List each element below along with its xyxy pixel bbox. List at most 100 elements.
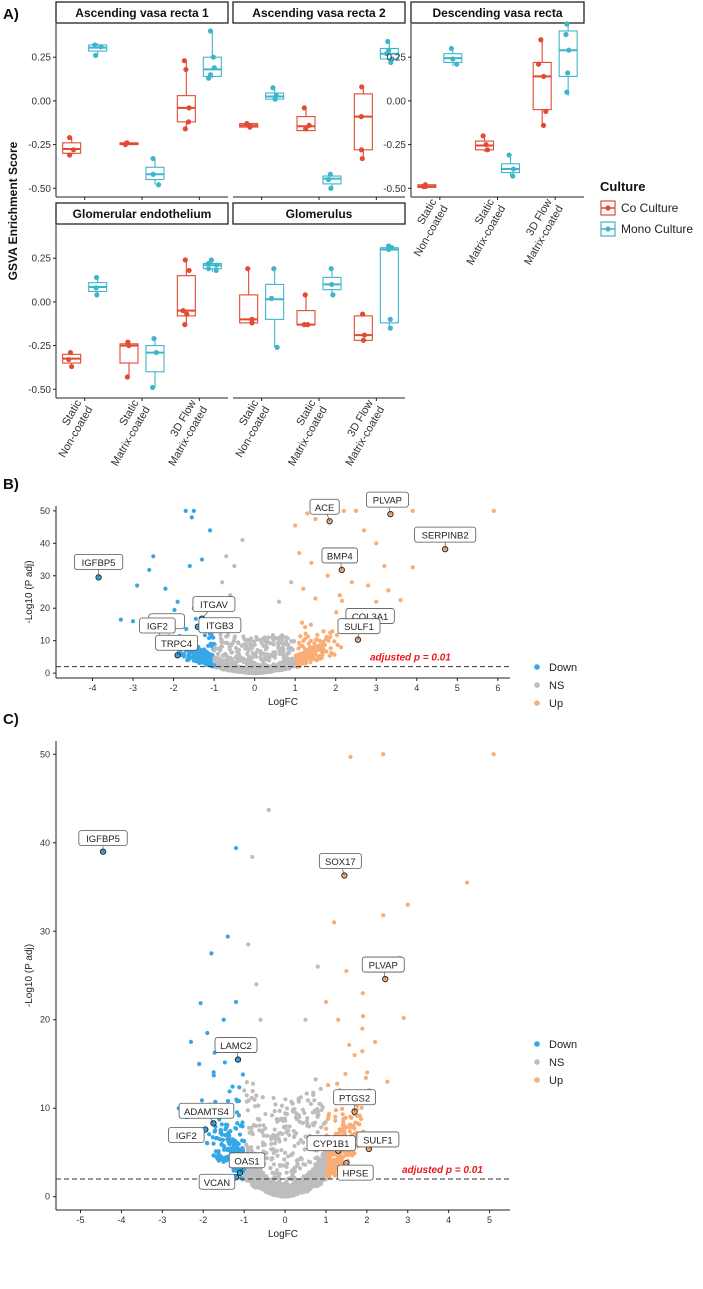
volcano-point xyxy=(285,636,290,641)
volcano-point xyxy=(213,1128,218,1133)
volcano-point xyxy=(274,1168,280,1173)
volcano-point xyxy=(269,1147,274,1152)
data-point xyxy=(448,45,454,52)
volcano-point xyxy=(339,1106,345,1112)
data-point xyxy=(541,73,547,80)
volcano-point xyxy=(335,642,340,647)
volcano-point xyxy=(305,511,310,516)
data-point xyxy=(93,52,99,59)
volcano-point xyxy=(326,1111,332,1116)
volcano-point xyxy=(272,1109,277,1114)
data-point xyxy=(327,171,333,177)
volcano-point xyxy=(196,650,201,655)
data-point xyxy=(98,44,104,50)
x-tick-label: 3D FlowMatrix-coated xyxy=(332,398,387,468)
volcano-point xyxy=(280,642,286,647)
volcano-point xyxy=(231,638,237,644)
data-point xyxy=(361,332,368,338)
data-point xyxy=(249,320,255,326)
data-point xyxy=(67,349,74,356)
data-point xyxy=(270,85,276,91)
box-body xyxy=(379,247,399,324)
data-point xyxy=(303,126,309,132)
volcano-point xyxy=(284,1161,290,1166)
volcano-point xyxy=(118,617,123,622)
volcano-point xyxy=(183,508,188,513)
volcano-point xyxy=(328,646,333,651)
box-body xyxy=(322,175,342,185)
volcano-point xyxy=(257,1123,262,1128)
volcano-point xyxy=(284,1106,290,1111)
volcano-point xyxy=(296,646,301,651)
data-point xyxy=(205,266,212,272)
volcano-point xyxy=(248,1145,254,1150)
data-point xyxy=(328,185,334,191)
volcano-point xyxy=(308,654,313,660)
volcano-point xyxy=(248,657,253,662)
data-point xyxy=(153,349,159,356)
volcano-point xyxy=(207,528,213,533)
y-tick-label: 0 xyxy=(45,668,50,678)
legend-key-dot xyxy=(605,205,611,211)
volcano-point xyxy=(382,563,387,569)
volcano-point xyxy=(223,1122,229,1127)
volcano-point xyxy=(266,635,271,640)
volcano-point xyxy=(263,647,268,652)
volcano-point xyxy=(374,541,379,546)
volcano-point xyxy=(281,664,286,669)
volcano-point xyxy=(241,642,247,647)
data-point xyxy=(150,155,156,162)
data-point xyxy=(480,133,486,139)
volcano-point xyxy=(261,1133,266,1138)
volcano-point xyxy=(200,658,205,664)
volcano-point xyxy=(207,652,212,657)
volcano-point xyxy=(225,661,231,667)
data-point xyxy=(386,246,392,253)
volcano-point xyxy=(233,645,238,651)
data-point xyxy=(182,257,188,263)
facet-title: Glomerulus xyxy=(286,207,353,221)
volcano-point xyxy=(296,1096,301,1101)
volcano-point xyxy=(240,1072,245,1077)
volcano-point xyxy=(314,637,319,642)
y-tick-label: -0.25 xyxy=(28,140,51,151)
volcano-point xyxy=(258,655,263,660)
volcano-point xyxy=(296,1099,301,1104)
y-tick-label: -0.50 xyxy=(28,184,51,195)
data-point xyxy=(387,316,393,322)
volcano-point xyxy=(202,633,208,638)
x-tick-label: StaticNon-coated xyxy=(401,197,451,259)
volcano-point xyxy=(220,653,226,658)
volcano-point xyxy=(255,637,260,642)
box-body xyxy=(296,310,316,326)
volcano-point xyxy=(302,1110,307,1116)
data-point xyxy=(185,119,192,125)
volcano-point xyxy=(268,665,273,670)
volcano-point xyxy=(265,640,270,645)
data-point xyxy=(510,173,516,179)
data-point xyxy=(359,84,365,90)
data-point xyxy=(92,42,98,48)
volcano-point xyxy=(302,652,307,657)
volcano-point xyxy=(163,586,168,591)
volcano-point xyxy=(298,634,303,639)
y-tick-label: 40 xyxy=(40,538,50,548)
data-point xyxy=(305,322,311,328)
data-point xyxy=(186,267,192,274)
volcano-point xyxy=(278,649,284,655)
volcano-point xyxy=(374,599,379,604)
volcano-point xyxy=(255,1145,261,1150)
data-point xyxy=(540,122,547,128)
volcano-point xyxy=(274,1148,279,1153)
legend-label: Mono Culture xyxy=(621,222,693,236)
volcano-point xyxy=(312,641,317,646)
volcano-point xyxy=(301,1162,306,1167)
volcano-point xyxy=(289,661,295,666)
data-point xyxy=(93,285,99,291)
volcano-point xyxy=(302,624,308,630)
x-tick-label: StaticMatrix-coated xyxy=(275,398,330,469)
y-axis-title: GSVA Enrichment Score xyxy=(6,141,20,280)
volcano-point xyxy=(299,659,304,664)
data-point xyxy=(149,384,156,391)
